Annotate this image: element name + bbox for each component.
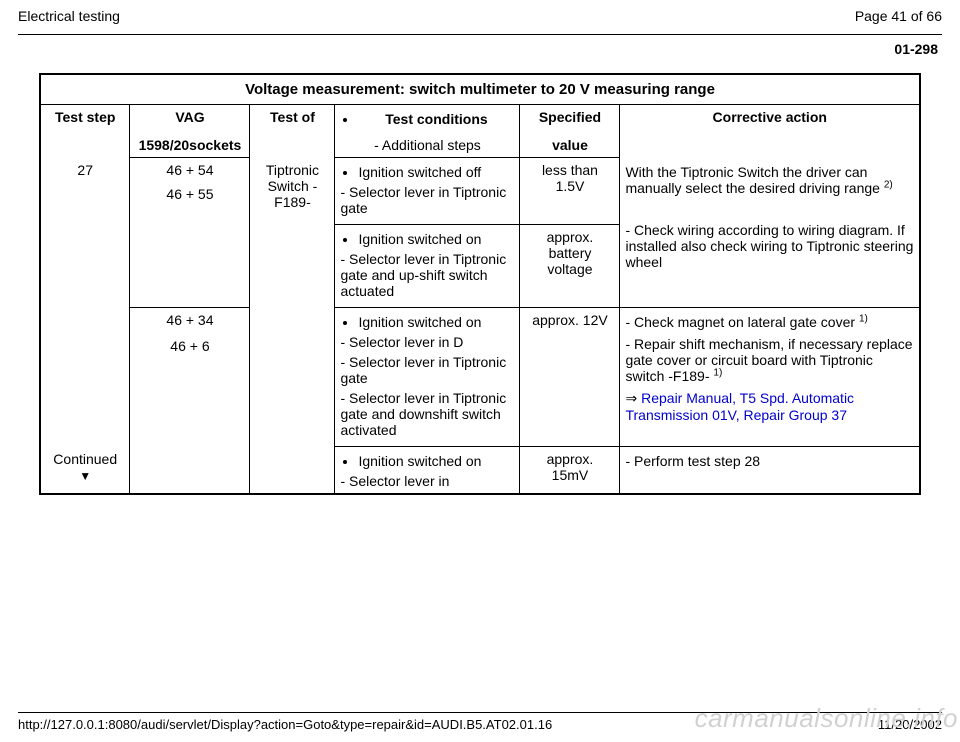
- col-specified: Specified: [520, 105, 620, 134]
- table-row: 46 + 34 46 + 6 Ignition switched on - Se…: [40, 308, 920, 447]
- corr-repair-shift: - Repair shift mechanism, if necessary r…: [625, 336, 914, 384]
- doc-title: Electrical testing: [18, 8, 120, 24]
- section-number: 01-298: [18, 41, 942, 57]
- page-footer: http://127.0.0.1:8080/audi/servlet/Displ…: [18, 712, 942, 732]
- col-test-conditions: Test conditions: [358, 111, 514, 127]
- corr-repair-manual-link[interactable]: ⇒ Repair Manual, T5 Spd. Automatic Trans…: [625, 390, 914, 423]
- col-additional-steps: - Additional steps: [374, 137, 481, 153]
- spec-approx-1: approx.: [525, 229, 614, 245]
- col-test-step: Test step: [40, 105, 130, 158]
- page-container: Electrical testing Page 41 of 66 01-298 …: [0, 0, 960, 742]
- cond-selector-lever-partial: - Selector lever in: [340, 473, 514, 489]
- page-header: Electrical testing Page 41 of 66: [18, 8, 942, 30]
- table-row: 27 46 + 54 46 + 55 Tiptronic Switch - F1…: [40, 158, 920, 225]
- cond-selector-tiptronic: - Selector lever in Tiptronic gate: [340, 184, 514, 216]
- corr-check-wiring: - Check wiring according to wiring diagr…: [625, 222, 914, 270]
- spec-1-5v: 1.5V: [525, 178, 614, 194]
- socket-46-6: 46 + 6: [135, 338, 244, 354]
- footer-date: 11/20/2002: [878, 717, 942, 732]
- col-value: value: [520, 133, 620, 158]
- cond-lever-d: - Selector lever in D: [340, 334, 514, 350]
- col-corrective: Corrective action: [620, 105, 920, 158]
- testof-line3: F189-: [255, 194, 329, 210]
- col-vag: VAG: [130, 105, 250, 134]
- col-sockets: 1598/20sockets: [130, 133, 250, 158]
- col-test-of: Test of: [250, 105, 335, 158]
- cond-upshift: - Selector lever in Tiptronic gate and u…: [340, 251, 514, 299]
- header-divider: [18, 34, 942, 35]
- voltage-table: Voltage measurement: switch multimeter t…: [39, 73, 921, 495]
- table-caption: Voltage measurement: switch multimeter t…: [40, 74, 920, 105]
- socket-46-55: 46 + 55: [135, 186, 244, 202]
- cond-lever-tiptronic-2: - Selector lever in Tiptronic gate: [340, 354, 514, 386]
- testof-line2: Switch -: [255, 178, 329, 194]
- table-caption-row: Voltage measurement: switch multimeter t…: [40, 74, 920, 105]
- cond-ignition-off: Ignition switched off: [358, 164, 514, 180]
- cond-ignition-on-2: Ignition switched on: [358, 314, 514, 330]
- spec-voltage: voltage: [525, 261, 614, 277]
- page-of: Page 41 of 66: [855, 8, 942, 24]
- repair-manual-link[interactable]: Repair Manual, T5 Spd. Automatic Transmi…: [625, 390, 854, 423]
- spec-approx-2: approx.: [525, 451, 614, 467]
- spec-battery: battery: [525, 245, 614, 261]
- footer-url: http://127.0.0.1:8080/audi/servlet/Displ…: [18, 717, 552, 732]
- header-row-1: Test step VAG Test of Test conditions Sp…: [40, 105, 920, 134]
- cond-ignition-on-3: Ignition switched on: [358, 453, 514, 469]
- spec-less-than: less than: [525, 162, 614, 178]
- step-27: 27: [77, 162, 93, 178]
- corr-step-28: - Perform test step 28: [625, 453, 914, 469]
- cond-ignition-on-1: Ignition switched on: [358, 231, 514, 247]
- chevron-down-icon: ▼: [79, 469, 91, 483]
- socket-46-54: 46 + 54: [135, 162, 244, 178]
- spec-15mv: 15mV: [525, 467, 614, 483]
- arrow-right-icon: ⇒: [625, 390, 641, 406]
- spec-12v: approx. 12V: [532, 312, 608, 328]
- testof-line1: Tiptronic: [255, 162, 329, 178]
- cond-downshift: - Selector lever in Tiptronic gate and d…: [340, 390, 514, 438]
- socket-46-34: 46 + 34: [135, 312, 244, 328]
- corr-tiptronic-info: With the Tiptronic Switch the driver can…: [625, 164, 914, 196]
- continued-label: Continued: [46, 451, 125, 467]
- corr-check-magnet: - Check magnet on lateral gate cover 1): [625, 314, 914, 330]
